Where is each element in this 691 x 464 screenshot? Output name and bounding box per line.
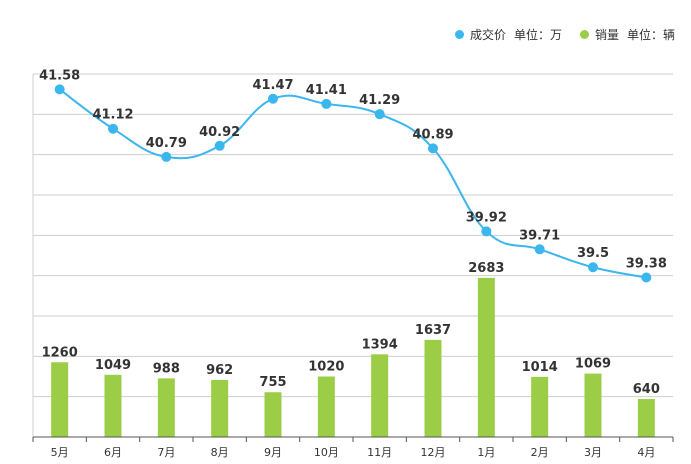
price-point[interactable] (321, 98, 332, 109)
sales-bar[interactable] (424, 339, 442, 437)
sales-bar[interactable] (264, 392, 282, 437)
sales-value-label: 1637 (415, 323, 451, 338)
price-line (59, 88, 647, 279)
price-legend-label: 成交价 (469, 28, 506, 42)
x-tick-label: 7月 (157, 446, 175, 459)
x-tick-label: 9月 (264, 446, 282, 459)
price-point[interactable] (428, 143, 438, 154)
price-value-label: 39.92 (466, 210, 507, 225)
sales-data-labels: 1260 1049 988 962 755 1020 1394 1637 2683 1014 106… (42, 261, 660, 397)
sales-value-label: 755 (259, 375, 286, 390)
sales-value-label: 1014 (522, 360, 558, 375)
price-unit-label: 单位：万 (513, 28, 562, 42)
price-value-label: 39.5 (577, 246, 609, 261)
legend-item-volume[interactable]: 销量 单位：辆 (579, 26, 675, 43)
price-value-label: 40.89 (412, 127, 453, 142)
grid-lines (32, 73, 673, 437)
legend-item-price[interactable]: 成交价 单位：万 (454, 26, 562, 43)
price-point[interactable] (54, 84, 65, 95)
sales-bar[interactable] (371, 354, 389, 437)
x-tick-label: 1月 (477, 446, 495, 459)
price-point[interactable] (161, 151, 172, 162)
price-point[interactable] (481, 226, 492, 237)
x-tick-label: 2月 (531, 446, 549, 459)
volume-legend-label: 销量 (594, 28, 619, 42)
sales-bars (51, 277, 655, 437)
price-value-label: 41.12 (92, 108, 133, 123)
price-value-label: 41.47 (252, 78, 293, 93)
price-point[interactable] (588, 262, 598, 273)
sales-bar[interactable] (317, 376, 335, 437)
price-point[interactable] (214, 140, 225, 151)
price-value-label: 41.58 (39, 68, 80, 83)
sales-bar[interactable] (104, 374, 122, 437)
sales-value-label: 2683 (468, 261, 504, 276)
price-value-label: 41.29 (359, 93, 400, 108)
sales-bar[interactable] (637, 399, 655, 437)
sales-value-label: 640 (633, 382, 660, 397)
price-point[interactable] (534, 244, 545, 255)
x-tick-label: 10月 (314, 446, 339, 459)
price-data-labels: 41.58 41.12 40.79 40.92 41.47 41.41 41.29 40.89… (39, 68, 667, 271)
sales-bar[interactable] (51, 362, 69, 437)
legend: 成交价 单位：万 销量 单位：辆 (437, 26, 675, 43)
price-point[interactable] (268, 93, 278, 104)
price-value-label: 39.38 (626, 257, 667, 272)
sales-value-label: 988 (153, 361, 180, 376)
x-tick-label: 4月 (637, 446, 655, 459)
price-value-label: 41.41 (306, 83, 347, 98)
sales-bar[interactable] (157, 378, 175, 437)
sales-value-label: 962 (206, 363, 233, 378)
x-tick-label: 12月 (421, 446, 446, 459)
sales-bar[interactable] (584, 373, 602, 437)
x-tick-label: 5月 (51, 446, 69, 459)
sales-bar[interactable] (211, 379, 229, 437)
price-point[interactable] (108, 123, 118, 134)
price-point[interactable] (374, 109, 385, 120)
price-value-label: 39.71 (519, 228, 560, 243)
price-legend-dot (454, 30, 464, 39)
sales-bar[interactable] (531, 376, 549, 437)
sales-value-label: 1260 (42, 345, 78, 360)
sales-value-label: 1394 (362, 337, 398, 352)
price-value-label: 40.79 (146, 136, 187, 151)
volume-unit-label: 单位：辆 (626, 28, 675, 42)
x-tick-label: 6月 (104, 446, 122, 459)
x-tick-label: 3月 (584, 446, 602, 459)
sales-value-label: 1069 (575, 357, 611, 372)
sales-bar[interactable] (477, 277, 495, 437)
x-axis: 5月 6月 7月 8月 9月 10月 11月 12月 1月 2月 3月 4月 (32, 436, 674, 459)
sales-value-label: 1049 (95, 358, 131, 373)
x-tick-label: 8月 (211, 446, 229, 459)
price-line-layer (54, 84, 652, 283)
price-value-label: 40.92 (199, 125, 240, 140)
sales-value-label: 1020 (308, 360, 344, 375)
volume-legend-dot (579, 30, 589, 39)
price-point[interactable] (641, 272, 652, 283)
x-tick-label: 11月 (367, 446, 392, 459)
